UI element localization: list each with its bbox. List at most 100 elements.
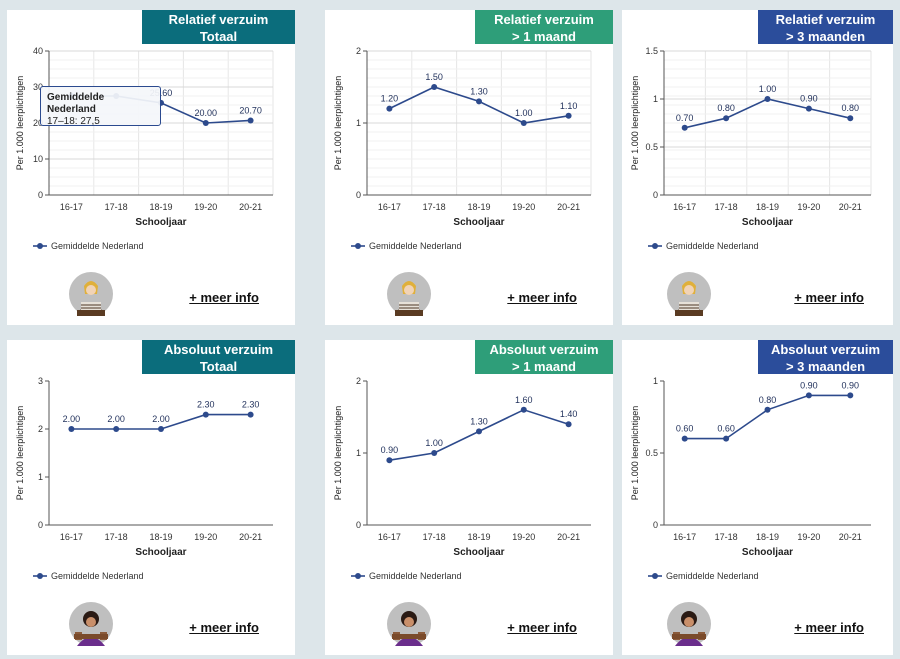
x-tick-label: 17-18 [715,202,738,212]
chart-tooltip: Gemiddelde Nederland 17–18: 27,5 [40,86,161,127]
data-label: 20.70 [239,105,262,115]
data-label: 1.30 [470,86,488,96]
meer-info-link[interactable]: + meer info [507,290,577,305]
card-title-badge: Absoluut verzuim > 3 maanden [758,340,893,374]
x-tick-label: 17-18 [423,532,446,542]
data-label: 1.20 [381,94,399,104]
line-chart: 0 0.5 1 16-17 17-18 18-19 19-20 20-21 Schooljaar… [630,376,871,581]
student-blonde-avatar-icon [387,272,431,316]
data-label: 1.60 [515,395,533,405]
y-tick-label: 1 [356,118,361,128]
data-label: 0.80 [842,103,860,113]
y-tick-label: 1.5 [645,46,658,56]
x-tick-label: 16-17 [378,532,401,542]
legend-marker [652,243,658,249]
x-tick-label: 18-19 [756,532,779,542]
card-title-line1: Absoluut verzuim [163,342,274,357]
data-point [723,435,730,442]
student-dark-hair-avatar-icon [69,602,113,646]
x-tick-label: 20-21 [557,202,580,212]
line-chart: 0 1 2 3 16-17 17-18 18-19 19-20 20-21 Schooljaar P… [15,376,273,581]
data-point [68,426,75,432]
y-axis-title: Per 1.000 leerplichtigen [15,406,25,501]
x-tick-label: 16-17 [673,202,696,212]
x-tick-label: 20-21 [839,202,862,212]
meer-info-link[interactable]: + meer info [189,620,259,635]
data-point [476,428,482,435]
legend-label: Gemiddelde Nederland [51,241,144,251]
data-point [431,84,438,90]
data-label: 0.70 [676,113,694,123]
card-title-line1: Absoluut verzuim [489,342,599,357]
card-title-line2: > 1 maand [512,29,576,44]
data-point [565,112,572,119]
x-axis-title: Schooljaar [453,217,504,228]
meer-info-link[interactable]: + meer info [189,290,259,305]
data-point [764,96,771,102]
x-axis-title: Schooljaar [742,547,793,558]
x-axis-title: Schooljaar [135,547,186,558]
data-point [113,426,120,432]
data-label: 1.00 [425,438,443,448]
legend-label: Gemiddelde Nederland [369,241,462,251]
card-relatief-3-maanden: Relatief verzuim > 3 maanden 0 0.5 1 1.5 16-… [622,10,893,325]
data-point [202,120,209,126]
data-point [431,450,438,456]
data-label: 0.80 [717,103,735,113]
x-tick-label: 19-20 [194,202,217,212]
x-tick-label: 17-18 [423,202,446,212]
x-tick-label: 20-21 [557,532,580,542]
x-tick-label: 20-21 [839,532,862,542]
x-tick-label: 18-19 [149,532,172,542]
legend-marker [355,573,361,579]
meer-info-link[interactable]: + meer info [507,620,577,635]
card-title-line2: > 3 maanden [785,359,866,374]
data-label: 1.00 [759,84,777,94]
x-axis-title: Schooljaar [742,217,793,228]
data-point [158,426,164,432]
data-point [520,120,527,126]
legend-marker [37,243,43,249]
y-tick-label: 1 [653,376,658,386]
card-title-line1: Absoluut verzuim [770,342,881,357]
y-axis-title: Per 1.000 leerplichtigen [630,76,640,171]
y-tick-label: 0 [38,190,43,200]
x-tick-label: 18-19 [467,532,490,542]
y-axis-title: Per 1.000 leerplichtigen [333,76,343,171]
data-point [520,406,527,413]
y-axis-title: Per 1.000 leerplichtigen [333,406,343,501]
line-chart: 0 1 2 16-17 17-18 18-19 19-20 20-21 Schooljaar Pe… [333,376,591,581]
y-axis-title: Per 1.000 leerplichtigen [630,406,640,501]
x-tick-label: 20-21 [239,202,262,212]
x-tick-label: 17-18 [715,532,738,542]
meer-info-link[interactable]: + meer info [794,290,864,305]
data-point [723,115,730,122]
y-tick-label: 2 [356,46,361,56]
data-label: 1.00 [515,108,533,118]
card-title-badge: Relatief verzuim Totaal [142,10,295,44]
meer-info-link[interactable]: + meer info [794,620,864,635]
data-point [847,115,854,122]
card-title-badge: Absoluut verzuim > 1 maand [475,340,613,374]
card-absoluut-3-maanden: Absoluut verzuim > 3 maanden 0 0.5 1 16-17 1… [622,340,893,655]
card-relatief-1-maand: Relatief verzuim > 1 maand 0 1 2 16-17 17-18… [325,10,613,325]
y-tick-label: 0.5 [645,448,658,458]
card-title-line2: Totaal [199,359,238,374]
card-title-line1: Relatief verzuim [494,12,594,27]
data-label: 25.60 [150,88,173,98]
data-point [476,98,482,105]
x-tick-label: 16-17 [60,202,83,212]
data-point [386,105,393,112]
card-title-badge: Relatief verzuim > 1 maand [475,10,613,44]
data-label: 1.40 [560,409,578,419]
student-dark-hair-avatar-icon [387,602,431,646]
y-tick-label: 10 [33,154,43,164]
legend-marker [652,573,658,579]
student-blonde-avatar-icon [667,272,711,316]
x-axis-title: Schooljaar [453,547,504,558]
data-point [202,411,209,418]
x-tick-label: 17-18 [105,532,128,542]
data-label: 1.30 [470,416,488,426]
y-tick-label: 1 [38,472,43,482]
legend-marker [37,573,43,579]
